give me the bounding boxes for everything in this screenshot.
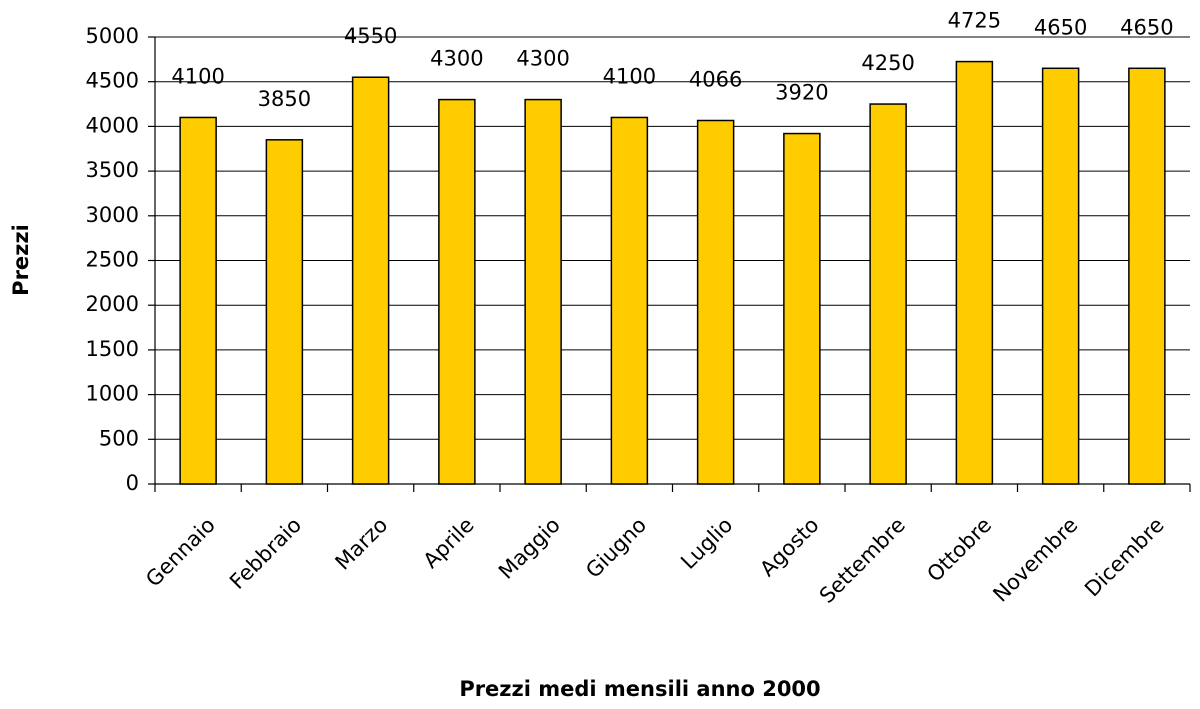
data-label: 4300 (516, 47, 569, 71)
data-label: 4250 (861, 51, 914, 75)
x-tick-label: Ottobre (922, 513, 996, 587)
y-tick-label: 3500 (86, 158, 139, 182)
bar (955, 60, 994, 485)
y-tick-label: 2500 (86, 248, 139, 272)
x-tick-label: Dicembre (1080, 513, 1169, 602)
x-tick-label: Febbraio (225, 513, 306, 594)
data-label: 4100 (603, 64, 656, 88)
x-tick-label: Aprile (419, 513, 479, 573)
x-tick-label: Marzo (331, 513, 393, 575)
data-label: 4650 (1120, 15, 1173, 39)
x-tick-label: Settembre (815, 513, 910, 608)
y-tick-label: 0 (126, 471, 139, 495)
bar (1128, 67, 1166, 485)
x-axis-title: Prezzi medi mensili anno 2000 (459, 677, 820, 701)
x-tick-label: Gennaio (141, 513, 220, 592)
data-label: 3850 (258, 87, 311, 111)
y-tick-label: 4000 (86, 113, 139, 137)
y-tick-label: 2000 (86, 292, 139, 316)
y-tick-label: 1500 (86, 337, 139, 361)
data-label: 4300 (430, 47, 483, 71)
bar (783, 132, 821, 485)
data-label: 4066 (689, 67, 742, 91)
bar (869, 103, 907, 485)
y-axis-title: Prezzi (9, 224, 33, 296)
x-tick-label: Maggio (494, 513, 565, 584)
data-label: 4725 (948, 9, 1001, 33)
bar (1041, 67, 1080, 485)
x-tick-label: Agosto (755, 513, 823, 581)
data-label: 4550 (344, 24, 397, 48)
bar (179, 116, 217, 485)
y-tick-label: 4500 (86, 69, 139, 93)
x-tick-label: Luglio (676, 513, 737, 574)
bar (438, 98, 476, 485)
y-tick-label: 500 (99, 426, 139, 450)
bar (265, 139, 304, 485)
bar (351, 76, 390, 485)
data-label: 3920 (775, 81, 828, 105)
bar (696, 119, 735, 485)
y-tick-label: 5000 (86, 24, 139, 48)
x-tick-label: Novembre (989, 513, 1083, 607)
y-tick-label: 1000 (86, 382, 139, 406)
data-label: 4650 (1034, 15, 1087, 39)
bar (610, 116, 649, 485)
y-tick-label: 3000 (86, 203, 139, 227)
data-label: 4100 (171, 64, 224, 88)
bar (524, 98, 562, 485)
x-tick-label: Giugno (581, 513, 651, 583)
